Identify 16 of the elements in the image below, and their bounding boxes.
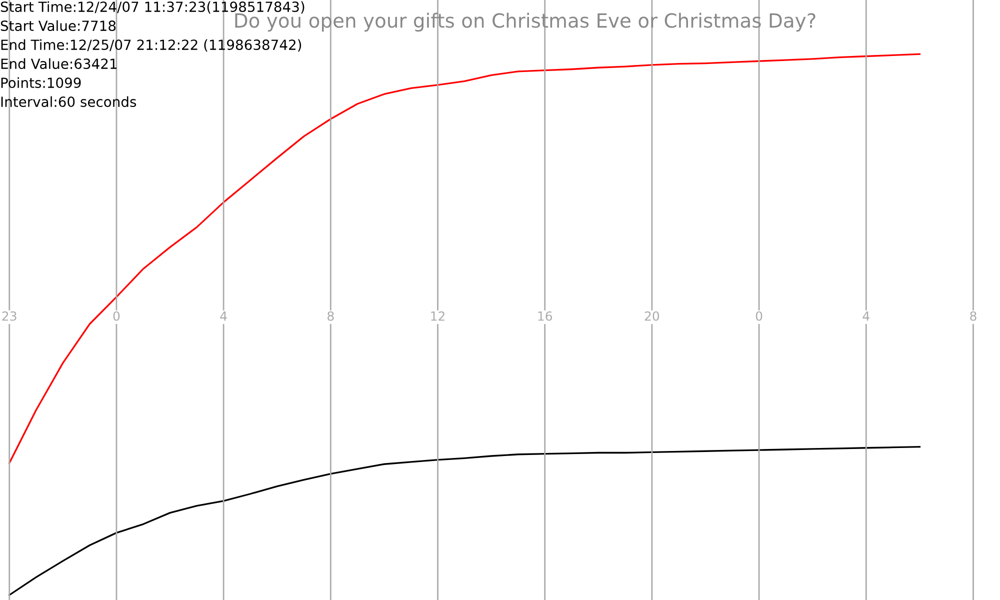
text: End Time:12/25/07 21:12:22 (1198638742) — [1, 39, 302, 52]
annotation: Points:1099 — [1, 77, 81, 88]
x-tick-label: 23 — [2, 311, 16, 321]
x-tick-label: 8 — [328, 311, 334, 321]
x-tick-label: 4 — [220, 311, 227, 321]
x-tick-label: 0 — [113, 311, 120, 321]
x-tick-label: 12 — [431, 311, 444, 321]
x-tick-label: 20 — [644, 311, 660, 321]
x-tick-label: 8 — [970, 311, 976, 321]
text: Start Value:7718 — [0, 20, 116, 32]
x-tick-label: 0 — [756, 311, 762, 321]
annotation: End Value:63421 — [1, 58, 117, 70]
annotation: Interval:60 seconds — [1, 96, 136, 108]
x-tick-label: 16 — [538, 311, 552, 321]
x-tick-label: 4 — [862, 311, 870, 321]
text: Start Time:12/24/07 11:37:23(1198517843) — [0, 1, 304, 14]
